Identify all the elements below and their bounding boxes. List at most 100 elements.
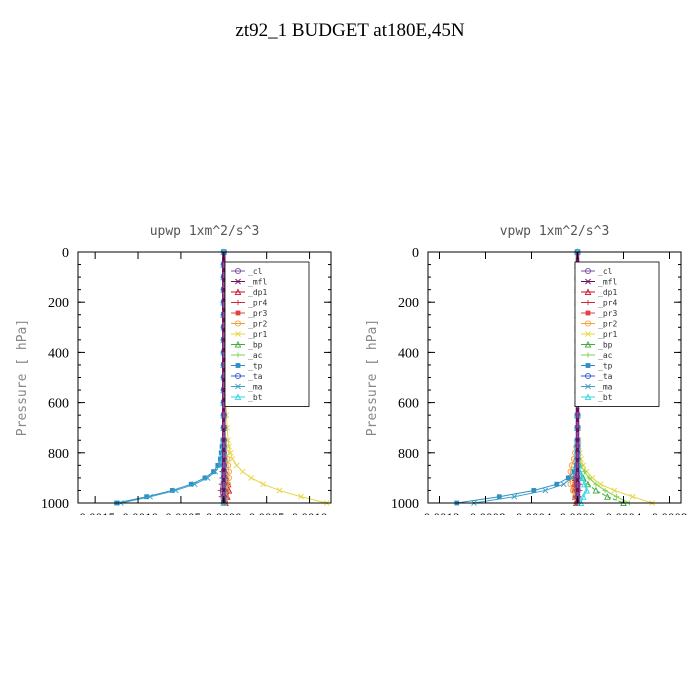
data-point (611, 487, 618, 494)
legend-label: _tp (598, 362, 613, 371)
data-point (581, 480, 588, 488)
legend-label: _bp (248, 341, 263, 350)
data-point (496, 494, 502, 500)
legend-marker (585, 352, 591, 358)
legend-marker (235, 310, 241, 316)
y-tick-label: 1000 (391, 497, 419, 512)
x-tick-label: -0.0015 (75, 510, 115, 515)
chart-title: upwp 1xm^2/s^3 (150, 224, 260, 239)
legend-marker (584, 267, 592, 275)
y-tick-label: 200 (48, 296, 69, 311)
legend-label: _ta (248, 372, 263, 381)
legend-marker (235, 278, 241, 285)
data-point (602, 487, 608, 494)
series-line (116, 252, 225, 504)
data-point (568, 474, 575, 481)
legend: _cl _mfl_dp1 _pr4_pr3 _pr2_pr1 _bp_ac _tp_ta _… (574, 261, 660, 407)
chart-title: vpwp 1xm^2/s^3 (500, 224, 610, 239)
data-point (592, 486, 600, 494)
legend-marker (585, 363, 591, 368)
series-line (456, 252, 578, 504)
x-tick-label: -0.0004 (511, 510, 552, 515)
data-point (191, 481, 198, 488)
y-axis-label: Pressure [ hPa] (15, 319, 30, 436)
data-point (542, 487, 549, 494)
data-point (172, 487, 179, 494)
legend-marker (235, 383, 241, 390)
legend-marker (584, 372, 592, 380)
data-point (567, 481, 574, 488)
chart-upwp: upwp 1xm^2/s^3 Pressure [ hPa] 0 200 400 600 8… (15, 224, 332, 515)
legend-label: _dp1 (598, 288, 617, 297)
series-line (120, 252, 225, 504)
legend-label: _cl (598, 267, 613, 276)
legend-label: _mfl (598, 278, 617, 287)
legend-marker (584, 320, 592, 327)
series-ma (471, 249, 581, 506)
data-point (531, 488, 537, 493)
data-point (212, 468, 219, 475)
data-point (584, 480, 592, 488)
legend-label: _pr1 (598, 330, 617, 339)
legend-label: _pr1 (248, 330, 267, 339)
x-tick-label: -0.0008 (465, 510, 505, 515)
legend-label: _ac (598, 351, 613, 360)
legend-marker (234, 267, 242, 275)
data-point (204, 474, 211, 481)
chart-vpwp: vpwp 1xm^2/s^3 Pressure [ hPa] 0 200 400 600 8… (365, 224, 687, 515)
data-point (569, 487, 576, 494)
legend-label: _bt (248, 393, 263, 402)
legend-marker (585, 278, 591, 285)
data-point (581, 469, 587, 475)
legend-marker (234, 320, 242, 327)
legend-marker (584, 288, 592, 296)
figure-title: zt92_1 BUDGET at180E,45N (235, 20, 465, 41)
series-ma (117, 249, 227, 506)
x-tick-label: -0.0005 (161, 510, 201, 515)
x-tick-label: -0.0012 (419, 510, 459, 515)
legend-label: _pr3 (598, 309, 617, 318)
legend-label: _dp1 (248, 288, 267, 297)
data-point (604, 493, 611, 500)
legend-label: _cl (248, 267, 263, 276)
legend-marker (585, 331, 591, 337)
legend-label: _pr3 (248, 309, 267, 318)
y-tick-label: 600 (48, 397, 69, 412)
legend-label: _bt (598, 393, 613, 402)
x-tick-label: 0.0000 (560, 510, 596, 515)
data-point (586, 475, 592, 481)
x-tick-label: 0.0000 (206, 510, 242, 515)
data-point (227, 449, 234, 456)
legend-label: _ma (598, 383, 613, 392)
y-tick-label: 800 (398, 447, 419, 462)
y-tick-label: 200 (398, 296, 419, 311)
legend-label: _ta (598, 372, 613, 381)
legend-marker (235, 352, 241, 358)
data-point (260, 481, 267, 488)
legend-label: _ma (248, 383, 263, 392)
legend-marker (585, 383, 591, 390)
data-point (579, 493, 587, 500)
y-tick-label: 1000 (41, 497, 69, 512)
data-point (583, 486, 591, 494)
legend: _cl _mfl_dp1 _pr4_pr3 _pr2_pr1 _bp_ac _tp_ta _… (224, 261, 310, 407)
legend-label: _pr2 (598, 320, 617, 329)
data-point (226, 443, 232, 450)
data-point (578, 474, 586, 481)
data-point (229, 456, 236, 462)
series-tp (454, 249, 580, 506)
legend-marker (234, 372, 242, 380)
data-point (298, 493, 304, 500)
legend-marker (584, 393, 592, 401)
y-tick-label: 400 (398, 346, 419, 361)
y-tick-label: 0 (62, 246, 69, 261)
x-tick-label: 0.0005 (249, 510, 285, 515)
data-point (233, 462, 240, 469)
legend-marker (584, 340, 592, 348)
legend-label: _pr4 (248, 299, 267, 308)
series-line (473, 252, 578, 504)
legend-marker (585, 299, 591, 306)
series-tp (114, 249, 227, 506)
legend-label: _mfl (248, 278, 267, 287)
